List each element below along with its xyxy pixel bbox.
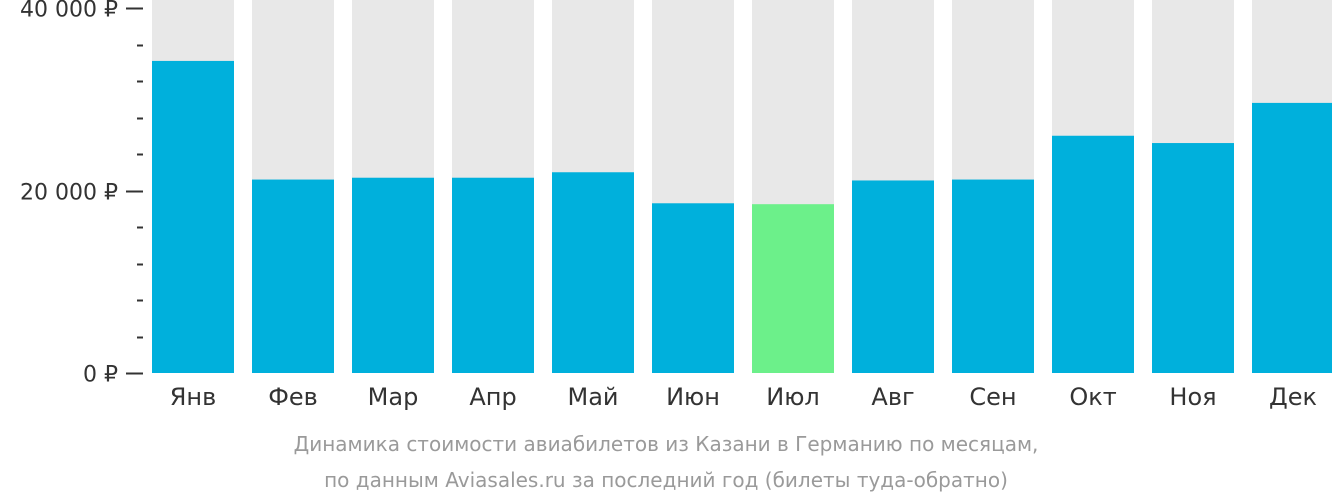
- x-tick-label: Янв: [170, 383, 217, 411]
- bar-5[interactable]: [552, 172, 634, 373]
- bar-4[interactable]: [452, 177, 534, 373]
- y-tick-label: 0 ₽: [83, 363, 118, 388]
- x-tick-label: Апр: [469, 383, 516, 411]
- x-tick-label: Май: [567, 383, 618, 411]
- x-tick-label: Июн: [666, 383, 720, 411]
- x-axis-labels: Янв Фев Мар Апр Май Июн Июл Авг Сен Окт Ноя Дек: [170, 383, 1317, 411]
- x-tick-label: Авг: [871, 383, 914, 411]
- x-tick-label: Дек: [1269, 383, 1317, 411]
- x-tick-label: Окт: [1069, 383, 1116, 411]
- x-tick-label: Фев: [268, 383, 318, 411]
- bar-10[interactable]: [1052, 135, 1134, 373]
- chart-caption-line-1: Динамика стоимости авиабилетов из Казани…: [293, 432, 1039, 456]
- bar-3[interactable]: [352, 177, 434, 373]
- bar-1[interactable]: [152, 60, 234, 374]
- x-tick-label: Ноя: [1169, 383, 1216, 411]
- bar-9[interactable]: [952, 179, 1034, 373]
- bars: [152, 60, 1332, 374]
- x-tick-label: Июл: [766, 383, 820, 411]
- x-tick-label: Мар: [368, 383, 419, 411]
- bar-7[interactable]: [752, 204, 834, 373]
- bar-6[interactable]: [652, 203, 734, 373]
- y-tick-label: 20 000 ₽: [20, 181, 118, 206]
- bar-12[interactable]: [1252, 102, 1332, 374]
- bar-8[interactable]: [852, 180, 934, 373]
- x-tick-label: Сен: [969, 383, 1016, 411]
- y-axis: 40 000 ₽ 20 000 ₽ 0 ₽: [20, 0, 143, 388]
- bar-11[interactable]: [1152, 143, 1234, 373]
- bar-2[interactable]: [252, 179, 334, 373]
- chart-caption-line-2: по данным Aviasales.ru за последний год …: [324, 468, 1008, 492]
- y-tick-label: 40 000 ₽: [20, 0, 118, 23]
